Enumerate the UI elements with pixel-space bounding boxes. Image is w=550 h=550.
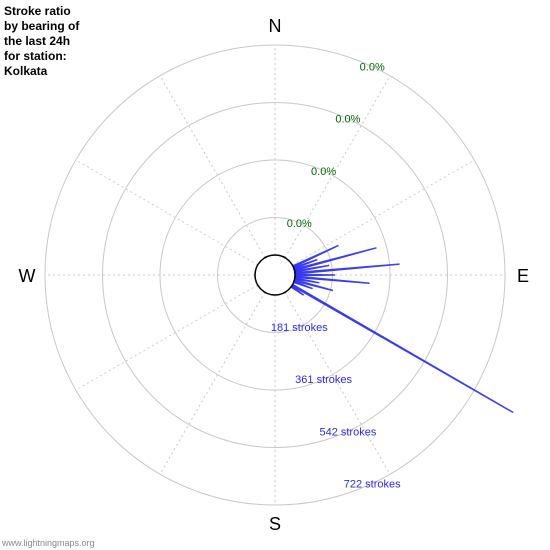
- grid-spoke: [76, 275, 275, 390]
- cardinal-e: E: [517, 266, 529, 286]
- center-hole: [255, 255, 295, 295]
- ring-strokes-label: 542 strokes: [319, 426, 376, 438]
- ring-pct-label: 0.0%: [287, 218, 312, 230]
- polar-chart: 0.0% 181 strokes 0.0% 361 strokes 0.0% 542 st…: [0, 0, 550, 550]
- ring-strokes-label: 361 strokes: [295, 374, 352, 386]
- grid-spoke: [76, 160, 275, 275]
- cardinal-n: N: [269, 16, 282, 36]
- ring-pct-label: 0.0%: [335, 114, 360, 126]
- ring-pct-label: 0.0%: [360, 62, 385, 74]
- footer-attribution: www.lightningmaps.org: [2, 538, 95, 548]
- cardinal-s: S: [269, 514, 281, 534]
- rose-spike: [295, 274, 335, 275]
- cardinal-w: W: [19, 266, 36, 286]
- ring-pct-label: 0.0%: [311, 166, 336, 178]
- rose-spike: [292, 284, 513, 412]
- ring-strokes-label: 181 strokes: [271, 322, 328, 334]
- ring-strokes-label: 722 strokes: [344, 478, 401, 490]
- grid-spoke: [160, 76, 275, 275]
- grid-spoke: [160, 275, 275, 474]
